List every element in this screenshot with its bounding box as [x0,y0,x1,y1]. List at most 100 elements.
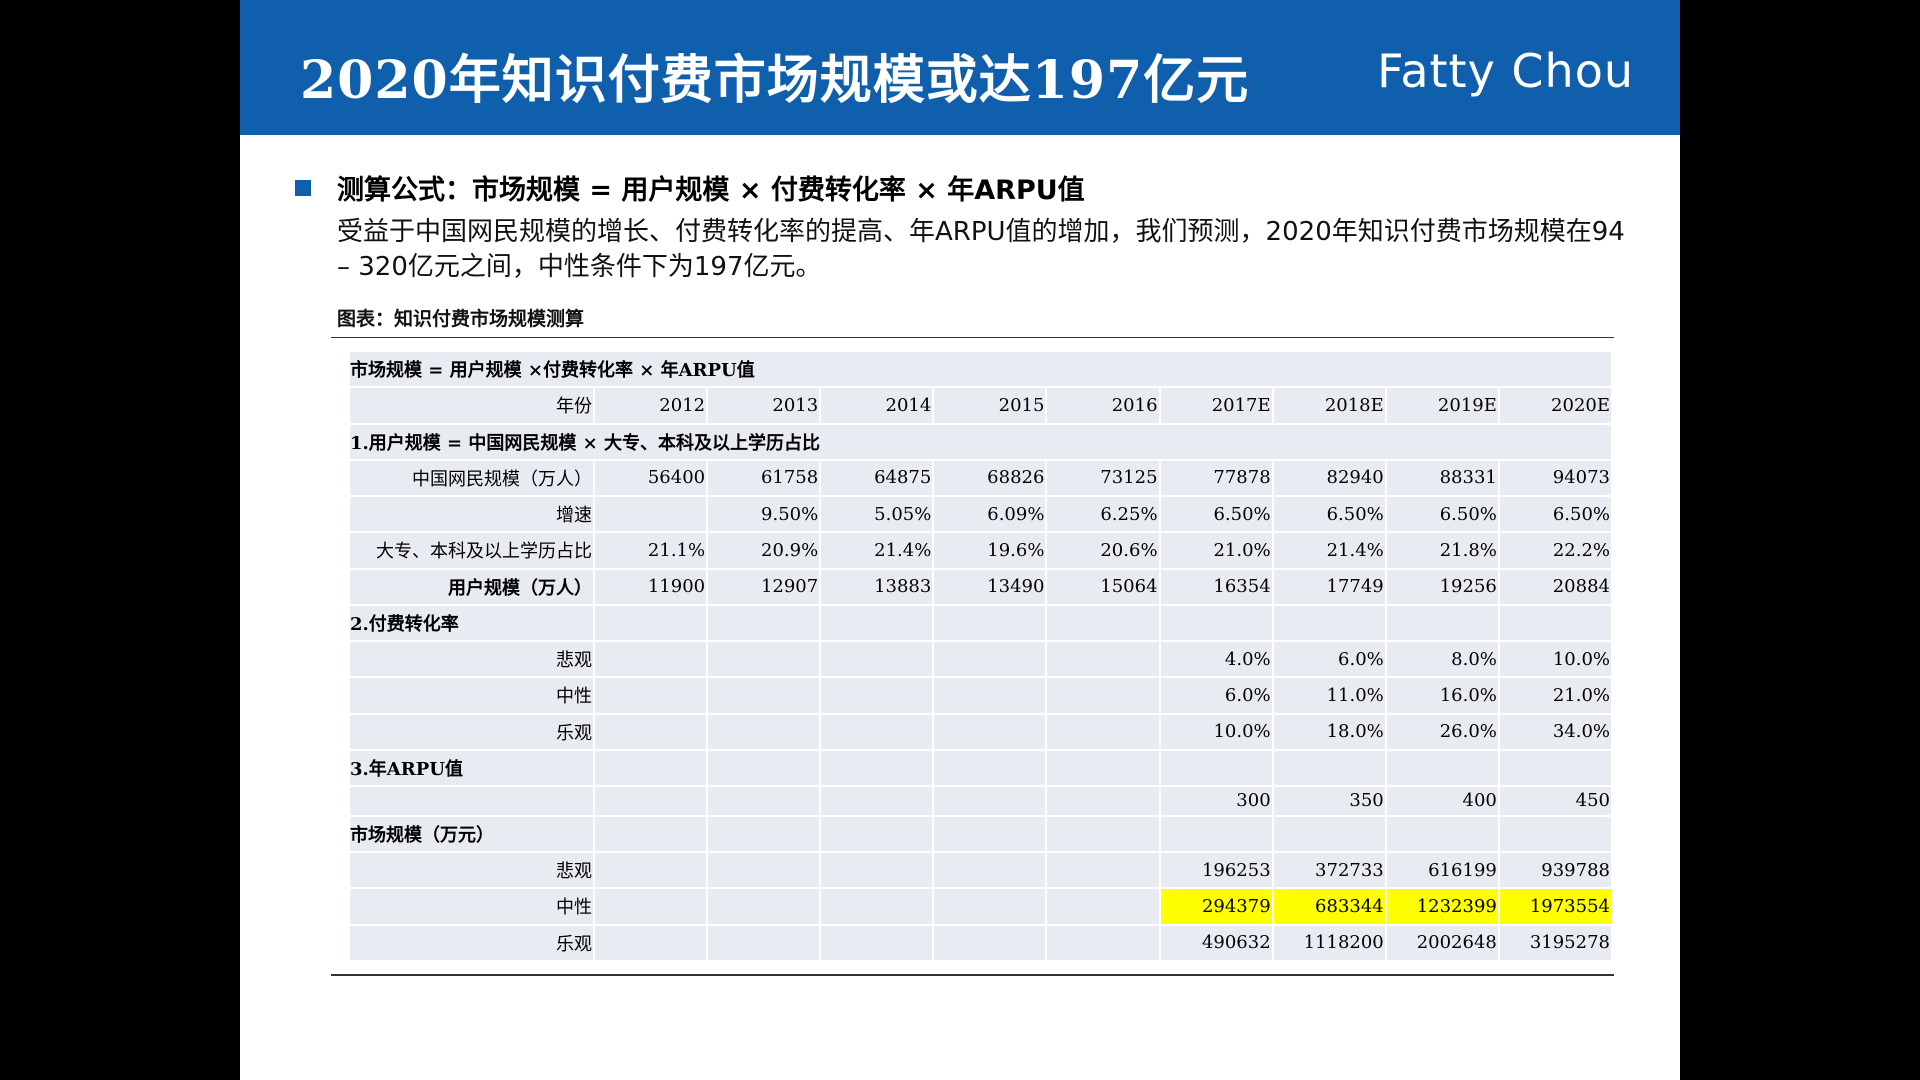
table-cell [819,851,935,890]
table-cell [932,785,1048,817]
table-cell [1384,748,1500,788]
table-cell: 6.50% [1384,494,1500,534]
table-cell [819,712,935,751]
table-cell: 20.9% [706,531,822,570]
table-row: 3.年ARPU值 [348,748,1614,788]
table-row: 中性 294379 683344 1232399 1973554 [348,887,1614,926]
row-label: 用户规模（万人） [348,567,595,606]
table-row: 300 350 400 450 [348,785,1614,817]
table-cell: 19256 [1384,567,1500,606]
table-row: 悲观 196253 372733 616199 939788 [348,851,1614,890]
table-cell: 68826 [932,458,1048,498]
table-cell: 6.0% [1158,676,1274,715]
table-cell: 13883 [819,567,935,606]
table-cell: 1118200 [1271,923,1387,963]
table-cell: 20884 [1497,567,1614,606]
table-cell [592,494,709,534]
table-cell [819,603,935,643]
table-cell: 2019E [1384,386,1500,425]
table-cell: 11.0% [1271,676,1387,715]
table-cell: 21.8% [1384,531,1500,570]
table-row: 用户规模（万人） 11900 12907 13883 13490 15064 16354 17… [348,567,1614,606]
table-cell [1045,851,1161,890]
table-cell: 3195278 [1497,923,1614,963]
table-cell: 19.6% [932,531,1048,570]
table-cell: 294379 [1158,887,1274,926]
table-cell [1271,748,1387,788]
table-cell [592,923,709,963]
title-bar: 2020年知识付费市场规模或达197亿元 Fatty Chou [240,0,1680,135]
table-cell: 13490 [932,567,1048,606]
table-cell [592,676,709,715]
table-cell [706,748,822,788]
table-cell: 9.50% [706,494,822,534]
table-cell [592,712,709,751]
table-cell: 73125 [1045,458,1161,498]
table-cell [932,748,1048,788]
table-cell: 4.0% [1158,639,1274,679]
table-cell: 683344 [1271,887,1387,926]
table-cell: 2020E [1497,386,1614,425]
section-header: 市场规模 = 用户规模 ×付费转化率 × 年ARPU值 [348,349,1613,389]
table-row: 增速 9.50% 5.05% 6.09% 6.25% 6.50% 6.50% 6.50% 6.5… [348,494,1614,534]
table-cell: 21.4% [1271,531,1387,570]
section-header: 市场规模（万元） [348,814,595,854]
table-row: 中国网民规模（万人） 56400 61758 64875 68826 73125 77878… [348,458,1614,498]
table-cell [819,785,935,817]
table-cell [932,712,1048,751]
table-cell: 21.0% [1497,676,1614,715]
table-cell [932,603,1048,643]
table-row: 大专、本科及以上学历占比 21.1% 20.9% 21.4% 19.6% 20.6% 21.… [348,531,1614,570]
table-cell: 21.4% [819,531,935,570]
table-cell [592,785,709,817]
table-cell [1045,639,1161,679]
table-row: 1.用户规模 = 中国网民规模 × 大专、本科及以上学历占比 [348,422,1613,461]
table-cell: 400 [1384,785,1500,817]
market-table-body: 市场规模 = 用户规模 ×付费转化率 × 年ARPU值 年份 2012 2013 201… [348,349,1614,963]
table-cell: 94073 [1497,458,1614,498]
table-cell: 22.2% [1497,531,1614,570]
table-cell [592,639,709,679]
table-row: 乐观 10.0% 18.0% 26.0% 34.0% [348,712,1614,751]
table-cell: 2014 [819,386,935,425]
table-cell [932,676,1048,715]
formula-heading: 测算公式：市场规模 = 用户规模 × 付费转化率 × 年ARPU值 [337,175,1085,206]
table-cell [819,887,935,926]
table-cell: 5.05% [819,494,935,534]
description-text: 受益于中国网民规模的增长、付费转化率的提高、年ARPU值的增加，我们预测，202… [337,217,1625,282]
table-cell: 6.25% [1045,494,1161,534]
table-cell [706,712,822,751]
row-label: 乐观 [348,712,595,751]
row-label: 悲观 [348,851,595,890]
table-cell: 88331 [1384,458,1500,498]
table-cell [932,923,1048,963]
table-cell [819,814,935,854]
table-cell: 20.6% [1045,531,1161,570]
table-cell [592,814,709,854]
table-cell: 350 [1271,785,1387,817]
table-row: 乐观 490632 1118200 2002648 3195278 [348,923,1614,963]
row-label: 中国网民规模（万人） [348,458,595,498]
table-row: 中性 6.0% 11.0% 16.0% 21.0% [348,676,1614,715]
table-cell: 17749 [1271,567,1387,606]
table-cell: 2017E [1158,386,1274,425]
table-cell [706,639,822,679]
table-cell [1045,814,1161,854]
table-cell [706,851,822,890]
table-row: 年份 2012 2013 2014 2015 2016 2017E 2018E 2019E 202… [348,386,1614,425]
table-cell [1045,603,1161,643]
table-cell [706,923,822,963]
table-cell: 1973554 [1497,887,1614,926]
table-cell [1497,748,1614,788]
table-cell: 616199 [1384,851,1500,890]
table-cell: 61758 [706,458,822,498]
table-cell [819,639,935,679]
table-row: 市场规模（万元） [348,814,1614,854]
table-cell [1158,814,1274,854]
table-cell: 34.0% [1497,712,1614,751]
table-cell [819,676,935,715]
table-cell [819,748,935,788]
table-cell: 12907 [706,567,822,606]
table-cell [1497,814,1614,854]
table-cell [1045,785,1161,817]
